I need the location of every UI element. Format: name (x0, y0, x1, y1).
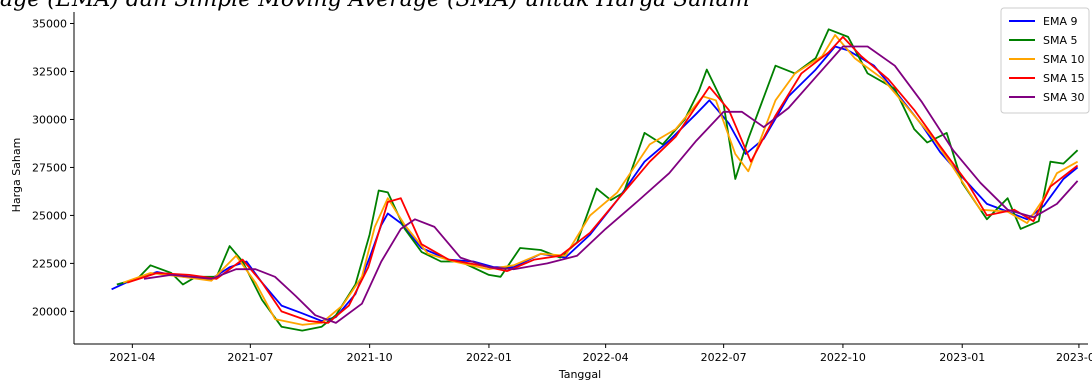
legend: EMA 9 SMA 5 SMA 10 SMA 15 SMA 30 (1000, 7, 1090, 114)
legend-label: SMA 15 (1043, 72, 1085, 85)
series-line-ema-9 (111, 45, 1079, 322)
y-tick-label: 35000 (32, 18, 67, 31)
y-tick-label: 27500 (32, 161, 67, 174)
x-tick-label: 2022-07 (701, 351, 747, 364)
chart-title-fragment: age (EMA) dan Simple Moving Average (SMA… (0, 0, 1092, 13)
legend-label: EMA 9 (1043, 15, 1077, 28)
legend-label: SMA 10 (1043, 53, 1085, 66)
x-tick-label: 2023-01 (939, 351, 985, 364)
series-line-sma-10 (123, 34, 1079, 326)
x-tick-label: 2022-01 (466, 351, 512, 364)
y-tick-label: 25000 (32, 209, 67, 222)
x-axis-label: Tanggal (558, 368, 601, 381)
x-tick-label: 2022-04 (583, 351, 629, 364)
legend-frame (1000, 7, 1090, 114)
series-line-sma-5 (116, 28, 1079, 332)
x-tick-label: 2021-10 (347, 351, 393, 364)
y-tick-label: 32500 (32, 65, 67, 78)
y-ticks: 20000 22500 25000 27500 30000 32500 35000 (32, 18, 74, 318)
x-tick-label: 2022-10 (820, 351, 866, 364)
series-line-sma-15 (126, 36, 1079, 324)
x-tick-label: 2021-04 (109, 351, 155, 364)
y-tick-label: 22500 (32, 257, 67, 270)
legend-label: SMA 5 (1043, 34, 1078, 47)
y-axis-label: Harga Saham (10, 138, 23, 213)
x-ticks: 2021-04 2021-07 2021-10 2022-01 2022-04 2022-… (109, 344, 1092, 364)
y-tick-label: 30000 (32, 113, 67, 126)
axes (73, 12, 1088, 345)
x-tick-label: 2023-04 (1056, 351, 1092, 364)
legend-label: SMA 30 (1043, 91, 1085, 104)
y-tick-label: 20000 (32, 305, 67, 318)
series-line-sma-30 (143, 45, 1079, 324)
plot-series (111, 28, 1079, 332)
x-tick-label: 2021-07 (227, 351, 273, 364)
